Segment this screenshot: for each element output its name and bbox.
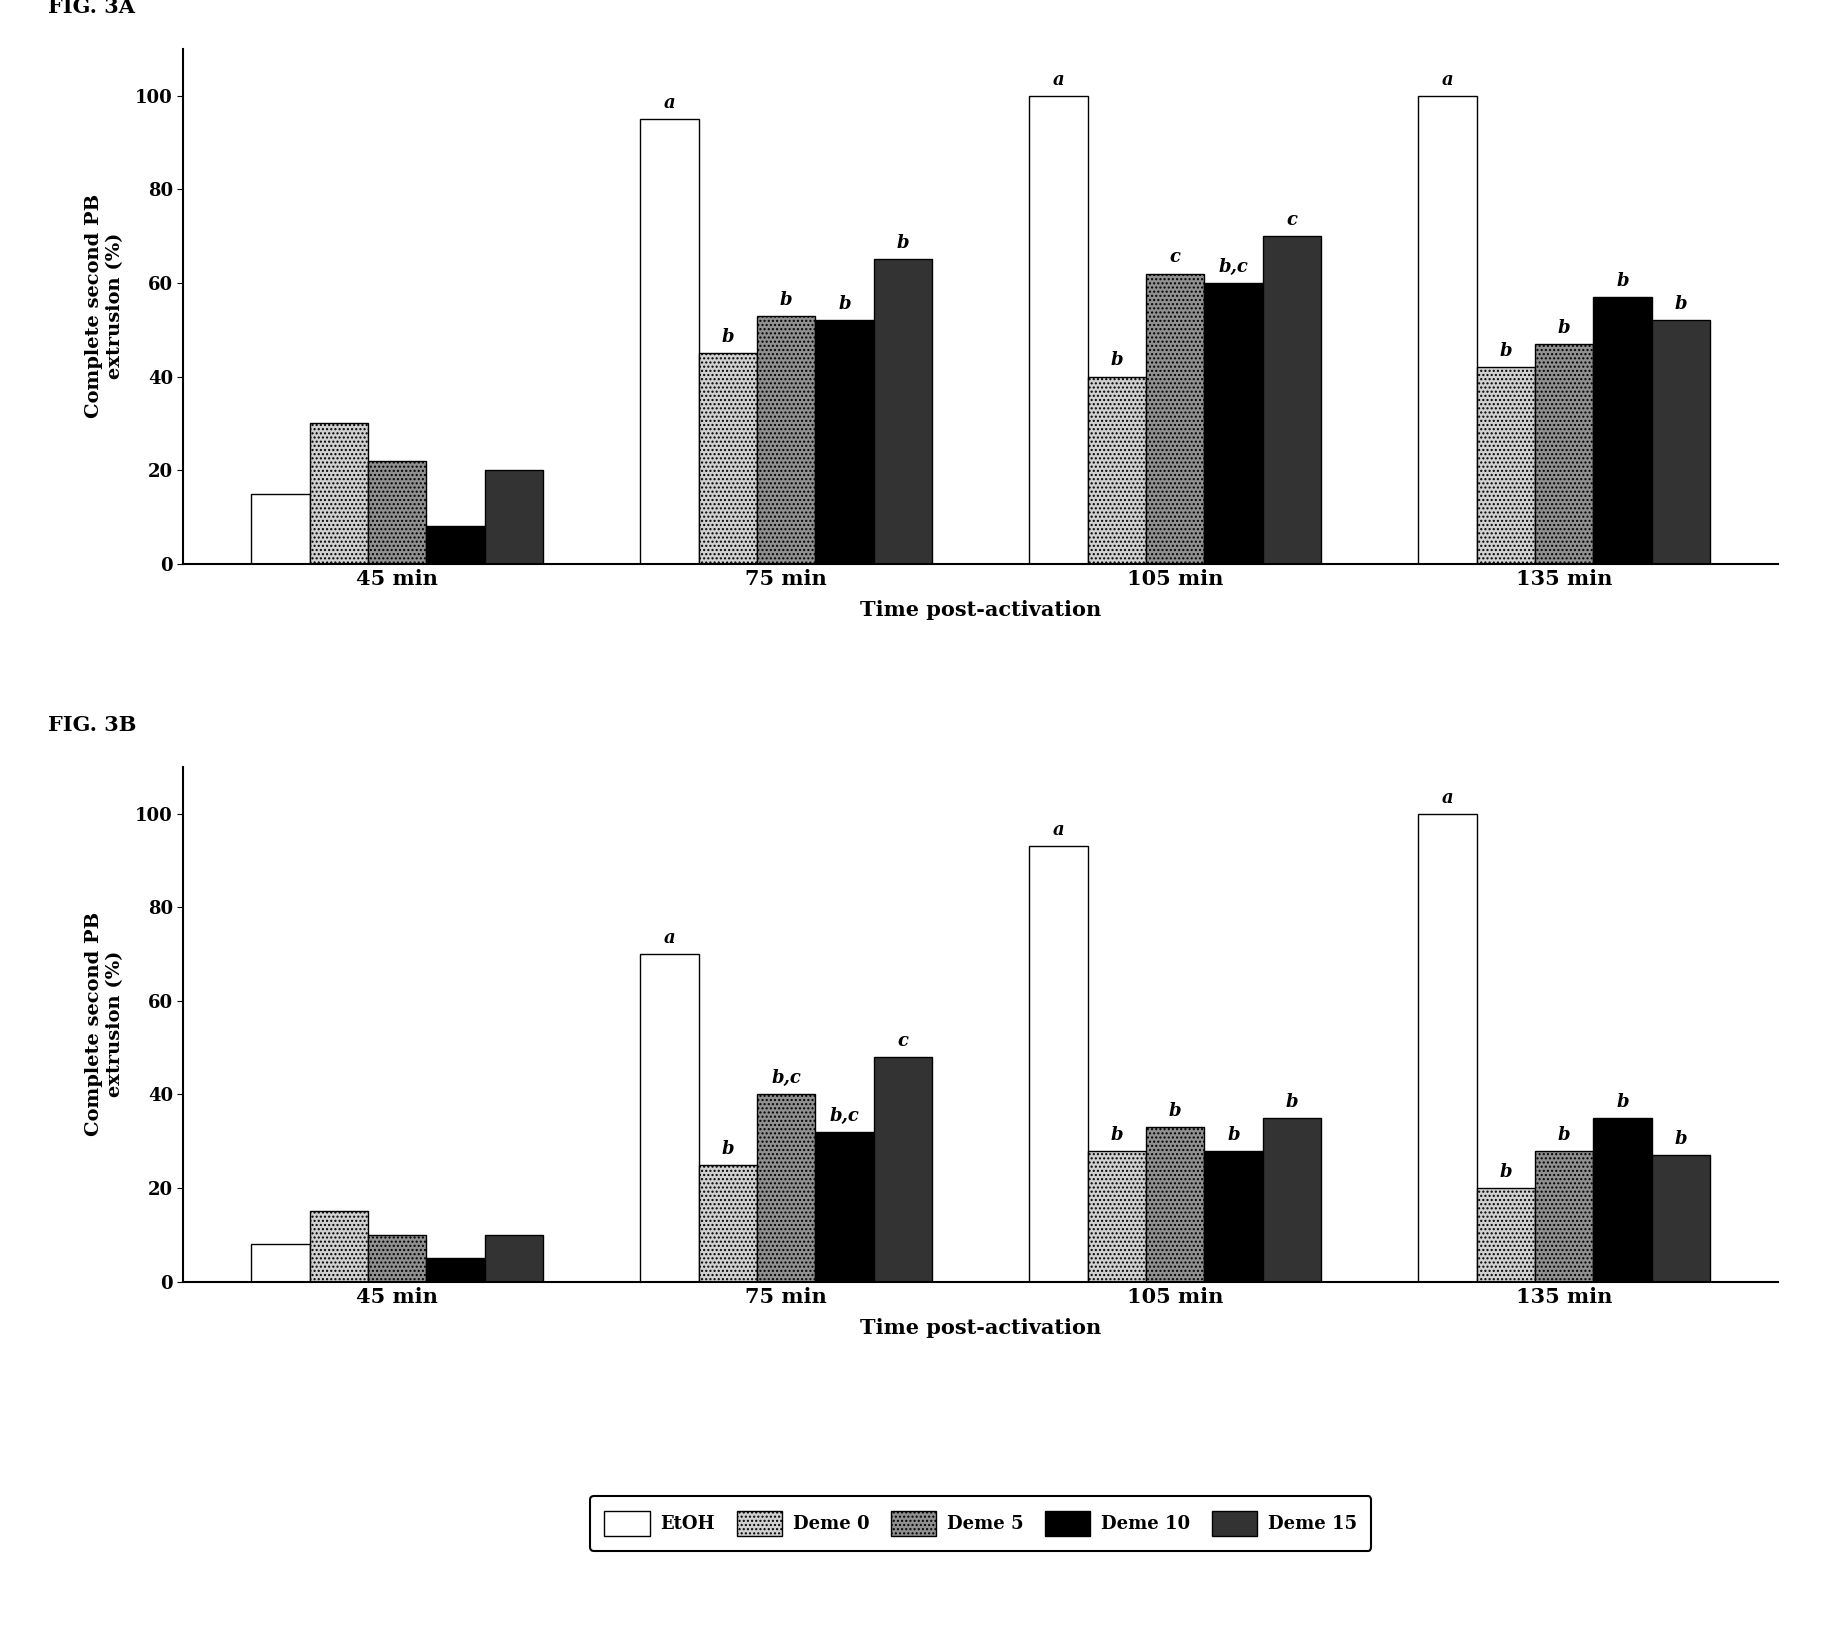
Text: b,c: b,c bbox=[1218, 257, 1248, 277]
Bar bbox=[757, 316, 815, 565]
Bar bbox=[815, 321, 874, 565]
Text: b: b bbox=[1499, 1163, 1511, 1181]
Bar bbox=[815, 1132, 874, 1282]
Bar bbox=[1086, 1150, 1145, 1282]
Text: b: b bbox=[1110, 1126, 1123, 1144]
Bar bbox=[310, 1212, 368, 1282]
Bar bbox=[251, 1245, 310, 1282]
Text: a: a bbox=[1052, 70, 1064, 88]
Bar bbox=[698, 353, 757, 565]
Bar bbox=[1204, 283, 1262, 565]
Text: a: a bbox=[1440, 789, 1453, 807]
Text: a: a bbox=[663, 94, 674, 112]
Bar bbox=[427, 1258, 484, 1282]
Bar bbox=[639, 953, 698, 1282]
Bar bbox=[1145, 273, 1204, 565]
Bar bbox=[1262, 236, 1321, 565]
Text: b: b bbox=[896, 234, 909, 252]
Text: b: b bbox=[1674, 1131, 1685, 1149]
Bar bbox=[1418, 814, 1477, 1282]
Bar bbox=[874, 1058, 931, 1282]
Text: c: c bbox=[898, 1032, 909, 1049]
Bar bbox=[1477, 368, 1533, 565]
Text: b: b bbox=[1110, 351, 1123, 369]
Bar bbox=[1030, 96, 1086, 565]
Text: b: b bbox=[779, 291, 791, 309]
Bar bbox=[639, 119, 698, 565]
Text: c: c bbox=[1286, 212, 1297, 229]
Text: b: b bbox=[1169, 1101, 1182, 1121]
Text: b: b bbox=[722, 329, 735, 347]
Text: a: a bbox=[663, 929, 674, 947]
X-axis label: Time post-activation: Time post-activation bbox=[859, 1318, 1101, 1337]
Bar bbox=[1592, 1118, 1651, 1282]
Text: b: b bbox=[837, 296, 850, 314]
Bar bbox=[1592, 296, 1651, 565]
Bar bbox=[1204, 1150, 1262, 1282]
Bar bbox=[698, 1165, 757, 1282]
Text: b: b bbox=[1557, 1126, 1570, 1144]
Text: b: b bbox=[1499, 342, 1511, 360]
Bar bbox=[1418, 96, 1477, 565]
Text: a: a bbox=[1052, 822, 1064, 840]
Text: FIG. 3B: FIG. 3B bbox=[48, 716, 136, 735]
Bar bbox=[484, 470, 542, 565]
Text: b,c: b,c bbox=[830, 1106, 859, 1124]
Text: b: b bbox=[722, 1139, 735, 1158]
Bar bbox=[1651, 1155, 1709, 1282]
Text: b: b bbox=[1284, 1093, 1297, 1111]
Text: b: b bbox=[1557, 319, 1570, 337]
Bar bbox=[1145, 1128, 1204, 1282]
Y-axis label: Complete second PB
extrusion (%): Complete second PB extrusion (%) bbox=[84, 913, 125, 1136]
Bar bbox=[1533, 343, 1592, 565]
Bar bbox=[1086, 376, 1145, 565]
Text: b: b bbox=[1616, 272, 1629, 290]
Text: b: b bbox=[1616, 1093, 1629, 1111]
Bar bbox=[1477, 1188, 1533, 1282]
Legend: EtOH, Deme 0, Deme 5, Deme 10, Deme 15: EtOH, Deme 0, Deme 5, Deme 10, Deme 15 bbox=[590, 1497, 1370, 1551]
X-axis label: Time post-activation: Time post-activation bbox=[859, 600, 1101, 620]
Bar bbox=[874, 259, 931, 565]
Bar bbox=[757, 1095, 815, 1282]
Bar bbox=[427, 526, 484, 565]
Bar bbox=[1533, 1150, 1592, 1282]
Text: b: b bbox=[1226, 1126, 1238, 1144]
Bar bbox=[1651, 321, 1709, 565]
Text: FIG. 3A: FIG. 3A bbox=[48, 0, 136, 18]
Text: b,c: b,c bbox=[771, 1069, 801, 1087]
Bar bbox=[251, 493, 310, 565]
Text: b: b bbox=[1674, 296, 1685, 314]
Bar bbox=[368, 1235, 427, 1282]
Bar bbox=[1030, 846, 1086, 1282]
Bar bbox=[310, 423, 368, 565]
Text: c: c bbox=[1169, 249, 1180, 267]
Text: a: a bbox=[1440, 70, 1453, 88]
Bar bbox=[368, 460, 427, 565]
Bar bbox=[484, 1235, 542, 1282]
Y-axis label: Complete second PB
extrusion (%): Complete second PB extrusion (%) bbox=[84, 194, 125, 418]
Bar bbox=[1262, 1118, 1321, 1282]
